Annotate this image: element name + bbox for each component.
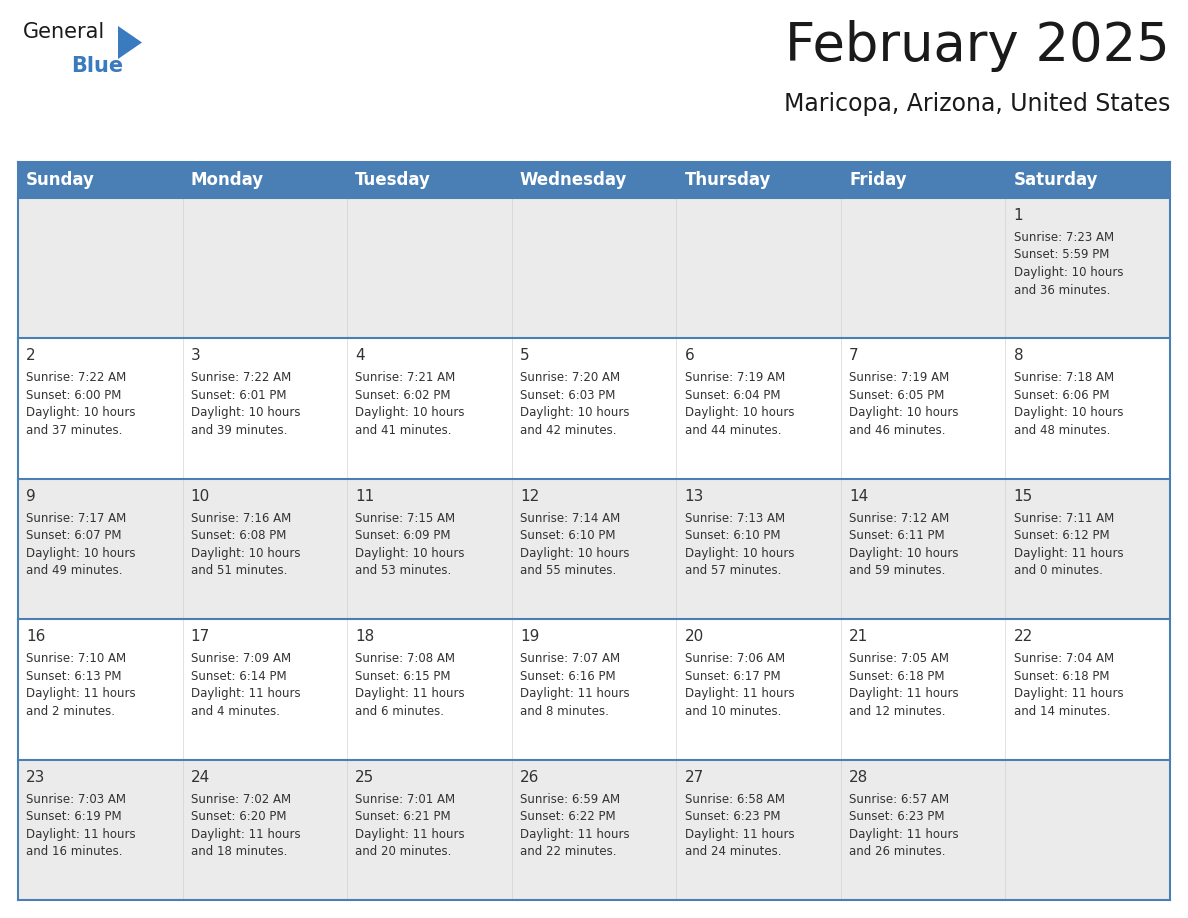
Text: Sunrise: 7:14 AM
Sunset: 6:10 PM
Daylight: 10 hours
and 55 minutes.: Sunrise: 7:14 AM Sunset: 6:10 PM Dayligh… [520,512,630,577]
Text: Monday: Monday [191,171,264,189]
Text: February 2025: February 2025 [785,20,1170,72]
Text: 18: 18 [355,629,374,644]
Text: 25: 25 [355,769,374,785]
Text: 6: 6 [684,349,694,364]
Text: Sunrise: 7:19 AM
Sunset: 6:04 PM
Daylight: 10 hours
and 44 minutes.: Sunrise: 7:19 AM Sunset: 6:04 PM Dayligh… [684,372,794,437]
Text: 1: 1 [1013,208,1023,223]
Text: Sunrise: 7:11 AM
Sunset: 6:12 PM
Daylight: 11 hours
and 0 minutes.: Sunrise: 7:11 AM Sunset: 6:12 PM Dayligh… [1013,512,1124,577]
Text: 7: 7 [849,349,859,364]
Text: Sunrise: 6:59 AM
Sunset: 6:22 PM
Daylight: 11 hours
and 22 minutes.: Sunrise: 6:59 AM Sunset: 6:22 PM Dayligh… [520,792,630,858]
Text: Wednesday: Wednesday [520,171,627,189]
Text: Friday: Friday [849,171,906,189]
Text: 4: 4 [355,349,365,364]
Bar [18,339,1170,479]
Text: Sunrise: 6:58 AM
Sunset: 6:23 PM
Daylight: 11 hours
and 24 minutes.: Sunrise: 6:58 AM Sunset: 6:23 PM Dayligh… [684,792,794,858]
Text: Sunday: Sunday [26,171,95,189]
Bar [18,162,183,198]
Text: Sunrise: 7:20 AM
Sunset: 6:03 PM
Daylight: 10 hours
and 42 minutes.: Sunrise: 7:20 AM Sunset: 6:03 PM Dayligh… [520,372,630,437]
Text: 14: 14 [849,488,868,504]
Text: 17: 17 [191,629,210,644]
Bar [18,479,1170,620]
Text: 12: 12 [520,488,539,504]
Text: Sunrise: 7:19 AM
Sunset: 6:05 PM
Daylight: 10 hours
and 46 minutes.: Sunrise: 7:19 AM Sunset: 6:05 PM Dayligh… [849,372,959,437]
Text: 21: 21 [849,629,868,644]
Bar [841,162,1005,198]
Text: 11: 11 [355,488,374,504]
Text: Sunrise: 7:13 AM
Sunset: 6:10 PM
Daylight: 10 hours
and 57 minutes.: Sunrise: 7:13 AM Sunset: 6:10 PM Dayligh… [684,512,794,577]
Text: 27: 27 [684,769,703,785]
Text: 19: 19 [520,629,539,644]
Text: 20: 20 [684,629,703,644]
Bar [1005,162,1170,198]
Text: Sunrise: 7:08 AM
Sunset: 6:15 PM
Daylight: 11 hours
and 6 minutes.: Sunrise: 7:08 AM Sunset: 6:15 PM Dayligh… [355,652,465,718]
Text: 24: 24 [191,769,210,785]
Text: Sunrise: 7:22 AM
Sunset: 6:00 PM
Daylight: 10 hours
and 37 minutes.: Sunrise: 7:22 AM Sunset: 6:00 PM Dayligh… [26,372,135,437]
Bar [347,162,512,198]
Bar [512,162,676,198]
Text: 3: 3 [191,349,201,364]
Text: Blue: Blue [71,56,124,76]
Text: Sunrise: 7:18 AM
Sunset: 6:06 PM
Daylight: 10 hours
and 48 minutes.: Sunrise: 7:18 AM Sunset: 6:06 PM Dayligh… [1013,372,1123,437]
Text: 22: 22 [1013,629,1032,644]
Text: Saturday: Saturday [1013,171,1098,189]
Text: Sunrise: 7:21 AM
Sunset: 6:02 PM
Daylight: 10 hours
and 41 minutes.: Sunrise: 7:21 AM Sunset: 6:02 PM Dayligh… [355,372,465,437]
Text: Sunrise: 7:04 AM
Sunset: 6:18 PM
Daylight: 11 hours
and 14 minutes.: Sunrise: 7:04 AM Sunset: 6:18 PM Dayligh… [1013,652,1124,718]
Text: Sunrise: 7:23 AM
Sunset: 5:59 PM
Daylight: 10 hours
and 36 minutes.: Sunrise: 7:23 AM Sunset: 5:59 PM Dayligh… [1013,231,1123,297]
Text: Sunrise: 7:15 AM
Sunset: 6:09 PM
Daylight: 10 hours
and 53 minutes.: Sunrise: 7:15 AM Sunset: 6:09 PM Dayligh… [355,512,465,577]
Text: Sunrise: 7:02 AM
Sunset: 6:20 PM
Daylight: 11 hours
and 18 minutes.: Sunrise: 7:02 AM Sunset: 6:20 PM Dayligh… [191,792,301,858]
Bar [183,162,347,198]
Text: 9: 9 [26,488,36,504]
Polygon shape [118,26,143,59]
Text: 5: 5 [520,349,530,364]
Bar [18,759,1170,900]
Text: Tuesday: Tuesday [355,171,431,189]
Text: 28: 28 [849,769,868,785]
Bar [18,620,1170,759]
Text: Sunrise: 7:22 AM
Sunset: 6:01 PM
Daylight: 10 hours
and 39 minutes.: Sunrise: 7:22 AM Sunset: 6:01 PM Dayligh… [191,372,301,437]
Text: 2: 2 [26,349,36,364]
Text: Sunrise: 7:07 AM
Sunset: 6:16 PM
Daylight: 11 hours
and 8 minutes.: Sunrise: 7:07 AM Sunset: 6:16 PM Dayligh… [520,652,630,718]
Text: Sunrise: 7:03 AM
Sunset: 6:19 PM
Daylight: 11 hours
and 16 minutes.: Sunrise: 7:03 AM Sunset: 6:19 PM Dayligh… [26,792,135,858]
Text: Maricopa, Arizona, United States: Maricopa, Arizona, United States [784,92,1170,116]
Text: 8: 8 [1013,349,1023,364]
Text: 10: 10 [191,488,210,504]
Text: Thursday: Thursday [684,171,771,189]
Text: 13: 13 [684,488,703,504]
Text: General: General [23,22,106,42]
Text: Sunrise: 7:10 AM
Sunset: 6:13 PM
Daylight: 11 hours
and 2 minutes.: Sunrise: 7:10 AM Sunset: 6:13 PM Dayligh… [26,652,135,718]
Text: Sunrise: 7:06 AM
Sunset: 6:17 PM
Daylight: 11 hours
and 10 minutes.: Sunrise: 7:06 AM Sunset: 6:17 PM Dayligh… [684,652,794,718]
Text: Sunrise: 6:57 AM
Sunset: 6:23 PM
Daylight: 11 hours
and 26 minutes.: Sunrise: 6:57 AM Sunset: 6:23 PM Dayligh… [849,792,959,858]
Bar [18,198,1170,339]
Text: 23: 23 [26,769,45,785]
Text: Sunrise: 7:05 AM
Sunset: 6:18 PM
Daylight: 11 hours
and 12 minutes.: Sunrise: 7:05 AM Sunset: 6:18 PM Dayligh… [849,652,959,718]
Text: 16: 16 [26,629,45,644]
Text: Sunrise: 7:17 AM
Sunset: 6:07 PM
Daylight: 10 hours
and 49 minutes.: Sunrise: 7:17 AM Sunset: 6:07 PM Dayligh… [26,512,135,577]
Text: Sunrise: 7:09 AM
Sunset: 6:14 PM
Daylight: 11 hours
and 4 minutes.: Sunrise: 7:09 AM Sunset: 6:14 PM Dayligh… [191,652,301,718]
Text: Sunrise: 7:01 AM
Sunset: 6:21 PM
Daylight: 11 hours
and 20 minutes.: Sunrise: 7:01 AM Sunset: 6:21 PM Dayligh… [355,792,465,858]
Text: 26: 26 [520,769,539,785]
Text: Sunrise: 7:16 AM
Sunset: 6:08 PM
Daylight: 10 hours
and 51 minutes.: Sunrise: 7:16 AM Sunset: 6:08 PM Dayligh… [191,512,301,577]
Text: 15: 15 [1013,488,1032,504]
Bar [676,162,841,198]
Text: Sunrise: 7:12 AM
Sunset: 6:11 PM
Daylight: 10 hours
and 59 minutes.: Sunrise: 7:12 AM Sunset: 6:11 PM Dayligh… [849,512,959,577]
